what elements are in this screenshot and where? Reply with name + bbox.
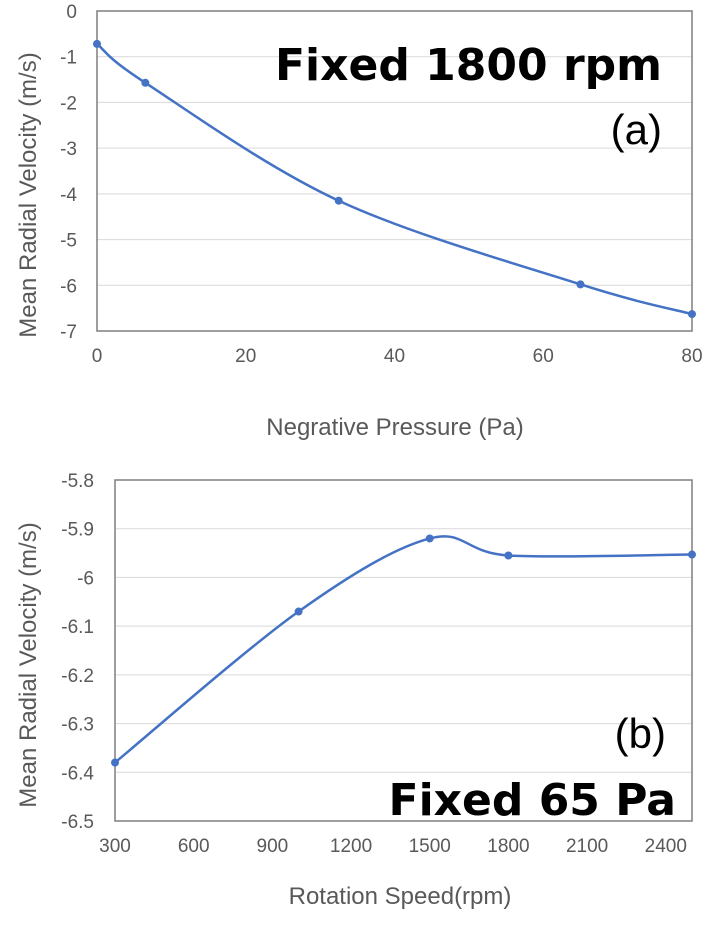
y-tick-label: -6.2	[61, 666, 94, 687]
data-point	[141, 78, 150, 87]
data-point	[425, 534, 434, 543]
x-tick-label: 2100	[566, 836, 608, 857]
x-tick-label: 80	[681, 346, 702, 367]
data-point	[111, 758, 119, 767]
x-tick-label: 600	[178, 836, 210, 857]
y-axis-label-b: Mean Radial Velocity (m/s)	[15, 522, 42, 807]
data-point	[688, 310, 696, 319]
data-points-b	[111, 534, 696, 767]
x-tick-label: 1500	[409, 836, 451, 857]
data-points-a	[93, 39, 696, 319]
chart-b: -5.8 -5.9 -6 -6.1 -6.2 -6.3 -6.4 -6.5 300 600 900…	[15, 471, 696, 910]
x-tick-label: 1200	[330, 836, 372, 857]
x-tick-label: 0	[92, 346, 103, 367]
x-tick-label: 20	[235, 346, 256, 367]
x-tick-label: 2400	[645, 836, 687, 857]
data-point	[334, 196, 343, 205]
x-axis-label-b: Rotation Speed(rpm)	[289, 883, 512, 910]
y-tick-label: -3	[60, 139, 77, 160]
x-tick-label: 60	[533, 346, 554, 367]
grid-b	[115, 479, 692, 822]
y-tick-label: -5.8	[61, 471, 94, 492]
y-tick-label: 0	[66, 2, 77, 23]
y-tick-label: -5	[60, 231, 77, 252]
panel-label-a: (a)	[611, 106, 662, 153]
y-tick-label: -6.5	[61, 812, 94, 833]
y-tick-label: -6	[60, 276, 77, 297]
x-axis-label-a: Negrative Pressure (Pa)	[266, 414, 523, 441]
y-ticks-b: -5.8 -5.9 -6 -6.1 -6.2 -6.3 -6.4 -6.5	[61, 471, 94, 833]
series-line-b	[114, 535, 693, 764]
data-point	[576, 280, 585, 289]
y-axis-label-a: Mean Radial Velocity (m/s)	[15, 52, 42, 337]
y-tick-label: -2	[60, 93, 77, 114]
x-tick-label: 40	[384, 346, 405, 367]
chart-title-b: Fixed 65 Pa	[389, 775, 676, 826]
x-ticks-b: 300 600 900 1200 1500 1800 2100 2400	[99, 836, 687, 857]
data-point	[294, 607, 303, 616]
y-tick-label: -6.3	[61, 715, 94, 736]
x-tick-label: 300	[99, 836, 131, 857]
y-tick-label: -6.4	[61, 763, 94, 784]
y-tick-label: -6.1	[61, 617, 94, 638]
panel-label-b: (b)	[615, 710, 666, 757]
data-point	[504, 551, 513, 560]
x-tick-label: 900	[257, 836, 289, 857]
data-point	[688, 550, 696, 559]
y-tick-label: -4	[60, 185, 77, 206]
y-tick-label: -1	[60, 48, 77, 69]
y-ticks-a: 0 -1 -2 -3 -4 -5 -6 -7	[60, 2, 77, 343]
plot-frame-a	[96, 10, 693, 332]
y-tick-label: -6	[77, 568, 94, 589]
y-tick-label: -7	[60, 322, 77, 343]
x-tick-label: 1800	[487, 836, 529, 857]
x-ticks-a: 0 20 40 60 80	[92, 346, 703, 367]
chart-a: 0 -1 -2 -3 -4 -5 -6 -7 0 20 40 60 80 Negrative Pres…	[15, 2, 703, 441]
chart-title-a: Fixed 1800 rpm	[275, 40, 662, 91]
data-point	[93, 39, 101, 48]
plot-frame-b	[114, 479, 693, 822]
y-tick-label: -5.9	[61, 520, 94, 541]
grid-a	[97, 10, 692, 332]
